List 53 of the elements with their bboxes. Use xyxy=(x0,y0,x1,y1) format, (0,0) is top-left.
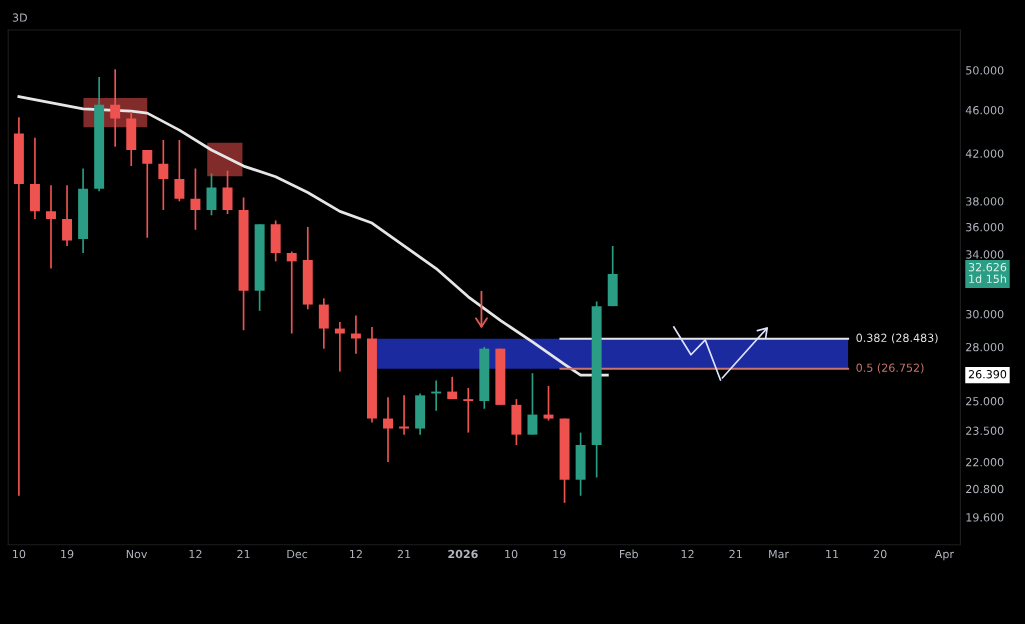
text: 26.390 xyxy=(968,370,1007,379)
x-tick-label: Dec xyxy=(287,549,308,559)
candlestick xyxy=(110,68,121,148)
y-tick-label: 36.000 xyxy=(966,222,1004,232)
y-tick-label: 46.000 xyxy=(965,105,1004,115)
y-tick-label: 50.000 xyxy=(966,66,1004,75)
y-tick-label: 19.600 xyxy=(966,513,1004,522)
x-tick-label: 21 xyxy=(237,549,250,559)
candlestick xyxy=(46,184,56,270)
candlestick xyxy=(190,167,201,231)
x-tick-label: 20 xyxy=(873,549,887,559)
y-tick-label: 20.800 xyxy=(966,484,1004,494)
x-tick-label: Nov xyxy=(126,549,148,559)
x-tick-label: Mar xyxy=(769,549,790,559)
candlestick xyxy=(158,139,169,211)
y-tick-label: 38.000 xyxy=(966,197,1004,206)
y-tick-label: 22.000 xyxy=(966,458,1004,467)
candlestick xyxy=(142,149,153,239)
y-tick-label: 28.000 xyxy=(966,342,1004,352)
x-tick-label: 2026 xyxy=(448,549,478,559)
y-tick-label: 23.500 xyxy=(966,426,1004,435)
ref-line-label: 0.5 (26.752) xyxy=(856,363,924,374)
x-tick-label: 19 xyxy=(553,549,566,559)
candlestick xyxy=(334,321,345,373)
candlestick xyxy=(527,372,538,436)
x-tick-label: 12 xyxy=(681,549,694,559)
x-tick-label: 12 xyxy=(350,549,362,559)
line-series xyxy=(17,95,609,377)
y-tick-label: 42.000 xyxy=(965,149,1004,158)
candlestick xyxy=(383,396,393,463)
x-tick-label: 19 xyxy=(61,549,74,559)
x-tick-label: 10 xyxy=(505,549,518,559)
candlestick xyxy=(318,297,329,350)
chart-title: 3D xyxy=(12,13,27,22)
x-tick-label: 10 xyxy=(13,549,26,559)
candlestick xyxy=(543,385,554,422)
candlestick xyxy=(174,139,185,203)
ref-line-label: 0.382 (28.483) xyxy=(856,333,938,344)
text: 32.626 1d 15h xyxy=(968,262,1007,283)
x-tick-label: 12 xyxy=(189,549,202,559)
x-tick-label: 21 xyxy=(397,549,411,559)
y-tick-label: 25.000 xyxy=(966,397,1004,406)
candlestick xyxy=(222,169,233,215)
x-tick-label: 21 xyxy=(729,549,742,559)
y-tick-label: 30.000 xyxy=(966,309,1004,319)
candlestick xyxy=(62,184,73,247)
candlestick xyxy=(399,394,410,436)
x-tick-label: 11 xyxy=(826,549,839,559)
candlestick xyxy=(463,387,474,434)
y-tick-label: 34.000 xyxy=(966,250,1004,259)
x-tick-label: Feb xyxy=(620,549,638,559)
x-tick-label: Apr xyxy=(934,549,954,561)
candlestick xyxy=(286,250,297,335)
